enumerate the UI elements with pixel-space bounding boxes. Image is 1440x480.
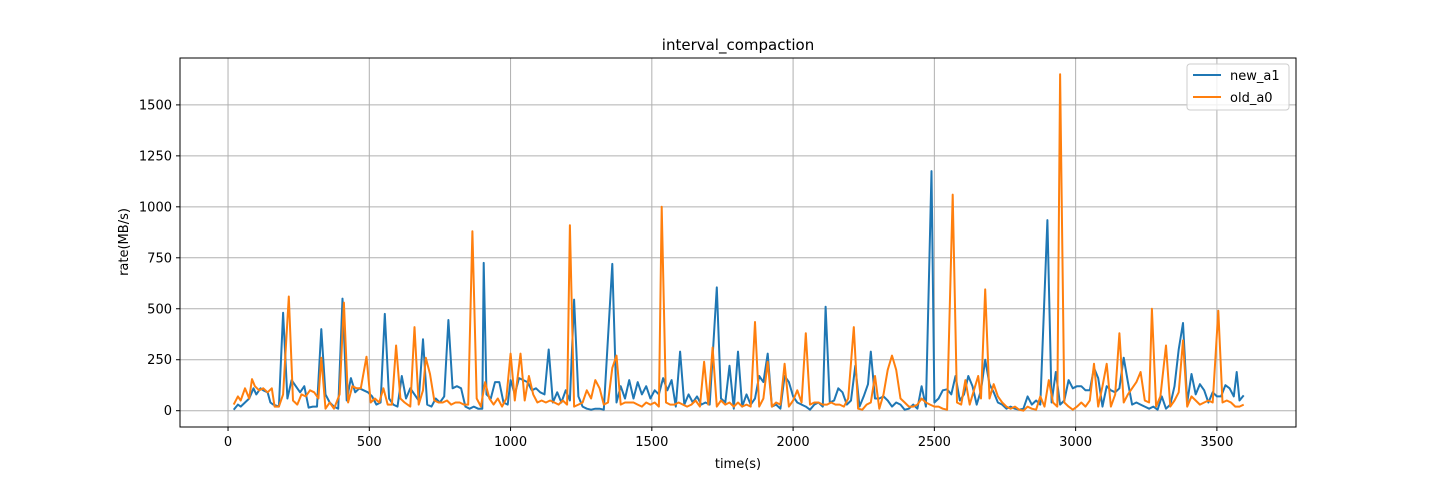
y-tick-label: 1250 (139, 149, 172, 164)
y-tick-label: 250 (147, 353, 172, 368)
x-tick-label: 2000 (777, 435, 810, 450)
x-tick-label: 3500 (1200, 435, 1233, 450)
x-tick-label: 1500 (635, 435, 668, 450)
y-axis-title: rate(MB/s) (117, 208, 132, 276)
x-tick-label: 0 (224, 435, 232, 450)
y-tick-label: 1500 (139, 98, 172, 113)
x-tick-label: 2500 (918, 435, 951, 450)
ticks: 0 500 1000 1500 2000 2500 3000 3500 0 250 500 750 10… (139, 98, 1234, 450)
series-layer (232, 73, 1245, 412)
chart-title: interval_compaction (662, 36, 814, 55)
plot-frame (179, 57, 1297, 428)
legend: new_a1 old_a0 (1186, 63, 1290, 111)
x-tick-label: 500 (357, 435, 382, 450)
series-line-new-a1 (232, 170, 1245, 411)
legend-label-new-a1: new_a1 (1230, 69, 1280, 84)
x-tick-label: 3000 (1059, 435, 1092, 450)
x-axis-title: time(s) (715, 457, 761, 472)
y-tick-label: 500 (147, 302, 172, 317)
y-tick-label: 1000 (139, 200, 172, 215)
y-tick-label: 750 (147, 251, 172, 266)
x-tick-label: 1000 (494, 435, 527, 450)
y-tick-label: 0 (164, 404, 172, 419)
series-line-old-a0 (232, 73, 1245, 412)
legend-label-old-a0: old_a0 (1230, 91, 1273, 106)
